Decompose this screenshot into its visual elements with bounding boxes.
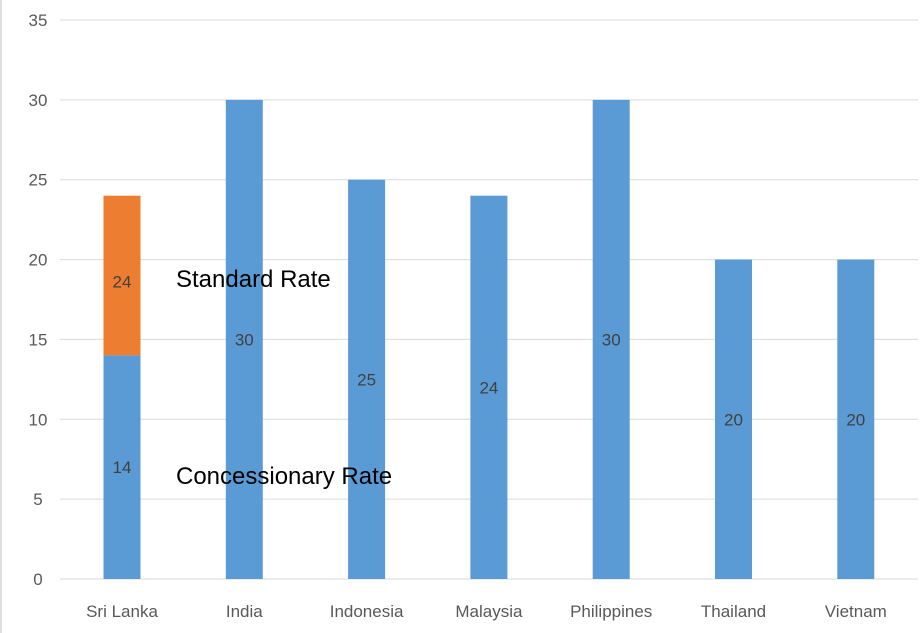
category-label: Malaysia [455,602,523,621]
bar-thailand-seg-0 [715,259,752,579]
y-tick-label: 20 [29,251,48,270]
data-labels: 14 30 25 24 30 20 20 24 [113,273,866,478]
data-label: 14 [113,458,132,477]
y-tick-label: 35 [29,11,48,30]
data-label: 30 [602,330,621,349]
category-label: India [226,602,263,621]
y-tick-label: 30 [29,91,48,110]
bar-philippines-seg-0 [592,99,630,579]
data-label: 25 [357,370,376,389]
y-tick-label: 5 [33,490,42,509]
bar-sri-lanka-seg-1 [103,195,141,356]
y-tick-label: 25 [29,171,48,190]
data-label: 20 [724,410,743,429]
y-tick-label: 10 [29,410,48,429]
data-label: 24 [479,378,498,397]
category-label: Vietnam [825,602,887,621]
y-tick-label: 0 [33,570,42,589]
bar-malaysia-seg-0 [470,195,508,579]
category-label: Thailand [701,602,766,621]
category-label: Philippines [570,602,652,621]
y-tick-label: 15 [29,330,48,349]
annotation-standard-rate: Standard Rate [176,266,331,293]
bars [103,99,875,579]
bar-indonesia-seg-0 [348,179,386,579]
category-label: Indonesia [330,602,404,621]
data-label: 20 [846,410,865,429]
bar-sri-lanka-seg-0 [103,355,141,579]
data-label-total: 24 [113,273,132,292]
bar-india-seg-0 [225,99,263,579]
x-axis-categories: Sri Lanka India Indonesia Malaysia Philippin… [86,602,887,621]
annotation-concessionary-rate: Concessionary Rate [176,463,392,490]
data-label: 30 [235,330,254,349]
bar-vietnam-seg-0 [837,259,875,579]
category-label: Sri Lanka [86,602,158,621]
y-axis-ticks: 0 5 10 15 20 25 30 35 [29,11,48,589]
